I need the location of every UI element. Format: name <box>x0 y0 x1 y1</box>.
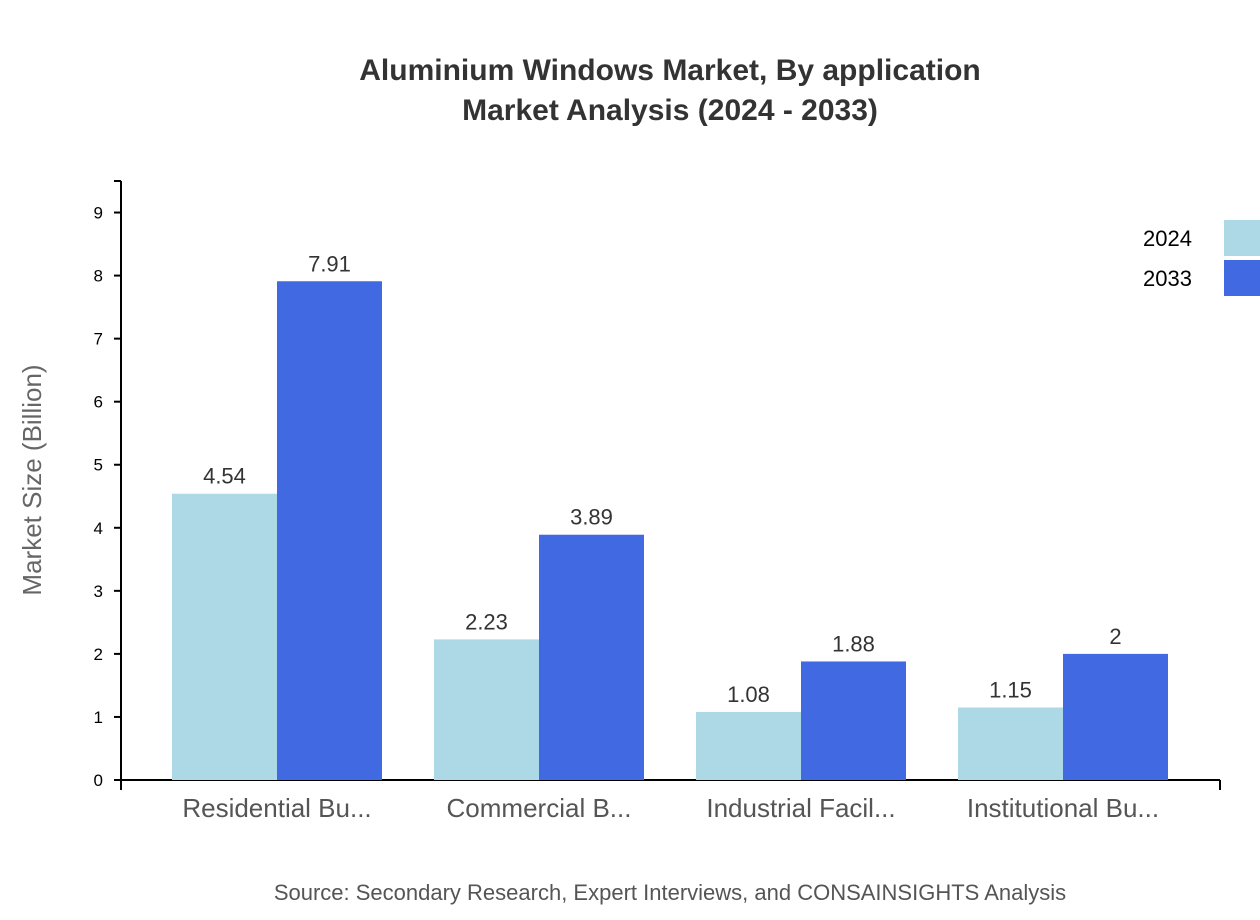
x-tick-label: Commercial B... <box>447 793 632 823</box>
chart-subtitle: Market Analysis (2024 - 2033) <box>462 94 878 127</box>
bar-2033 <box>801 661 906 780</box>
legend-swatch-2024 <box>1224 220 1260 256</box>
bar-2033 <box>1063 653 1168 780</box>
legend-swatch-2033 <box>1224 260 1260 296</box>
y-tick-label: 3 <box>94 582 103 601</box>
x-tick-label: Residential Bu... <box>182 793 371 823</box>
bar-2024 <box>434 639 539 780</box>
y-tick-label: 9 <box>94 204 103 223</box>
x-tick-label: Institutional Bu... <box>967 793 1159 823</box>
data-label: 2 <box>1109 624 1121 649</box>
data-label: 1.15 <box>989 677 1032 702</box>
bar-2024 <box>958 707 1063 780</box>
data-label: 2.23 <box>465 609 508 634</box>
data-label: 4.54 <box>203 464 246 489</box>
bar-2024 <box>172 493 277 780</box>
data-label: 7.91 <box>308 251 351 276</box>
y-tick-label: 7 <box>94 330 103 349</box>
y-tick-label: 2 <box>94 645 103 664</box>
data-label: 3.89 <box>570 505 613 530</box>
legend-label: 2033 <box>1143 266 1192 291</box>
data-label: 1.88 <box>832 631 875 656</box>
bar-2033 <box>539 534 644 780</box>
source-note: Source: Secondary Research, Expert Inter… <box>274 880 1066 905</box>
y-tick-label: 4 <box>94 519 103 538</box>
x-tick-label: Industrial Facil... <box>706 793 895 823</box>
bar-2024 <box>696 711 801 780</box>
data-label: 1.08 <box>727 682 770 707</box>
bar-2033 <box>277 281 382 780</box>
y-axis-label: Market Size (Billion) <box>17 364 47 595</box>
y-tick-label: 8 <box>94 267 103 286</box>
legend-label: 2024 <box>1143 226 1192 251</box>
chart-title: Aluminium Windows Market, By application <box>359 54 980 87</box>
y-tick-label: 1 <box>94 708 103 727</box>
y-tick-label: 0 <box>94 771 103 790</box>
y-tick-label: 6 <box>94 393 103 412</box>
y-tick-label: 5 <box>94 456 103 475</box>
